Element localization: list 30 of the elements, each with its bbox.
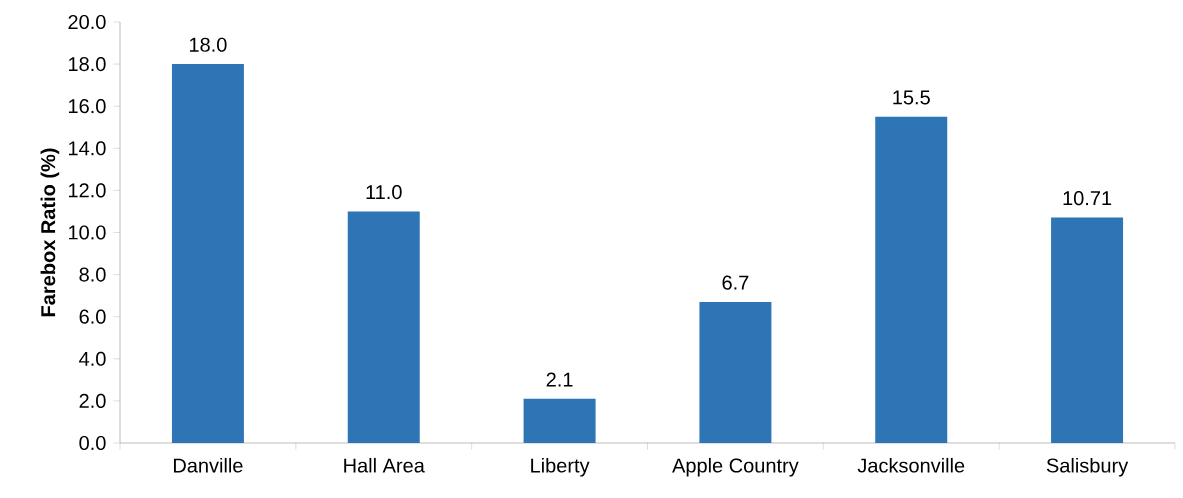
bar xyxy=(523,398,596,443)
y-tick-label: 10.0 xyxy=(69,225,106,240)
y-tick-label: 0.0 xyxy=(79,435,106,451)
y-tick-label: 4.0 xyxy=(79,351,106,366)
y-tick-label: 8.0 xyxy=(79,267,106,282)
bar xyxy=(699,301,772,443)
bar xyxy=(347,211,420,443)
x-tick-label: Jacksonville xyxy=(857,457,965,473)
bar xyxy=(1051,217,1124,443)
data-label: 10.71 xyxy=(1063,191,1112,206)
data-label: 18.0 xyxy=(189,37,227,52)
data-label: 15.5 xyxy=(893,90,930,105)
data-label: 2.1 xyxy=(546,372,573,387)
y-tick-label: 20.0 xyxy=(68,14,106,30)
x-tick-label: Salisbury xyxy=(1046,457,1129,477)
bar xyxy=(171,64,244,443)
x-tick-label: Hall Area xyxy=(344,457,425,473)
y-tick-label: 2.0 xyxy=(79,393,106,408)
x-tick-label: Apple Country xyxy=(672,457,799,477)
data-label: 11.0 xyxy=(366,185,402,200)
bar xyxy=(875,116,948,443)
y-tick-label: 6.0 xyxy=(79,309,106,324)
y-tick-label: 14.0 xyxy=(69,141,106,156)
y-tick-label: 16.0 xyxy=(69,99,106,114)
y-axis-title: Farebox Ratio (%) xyxy=(40,148,60,317)
x-tick-label: Liberty xyxy=(531,457,590,477)
x-tick-label: Danville xyxy=(173,457,243,473)
data-label: 6.7 xyxy=(722,275,749,290)
y-tick-label: 12.0 xyxy=(69,183,106,198)
y-tick-label: 18.0 xyxy=(69,57,106,72)
